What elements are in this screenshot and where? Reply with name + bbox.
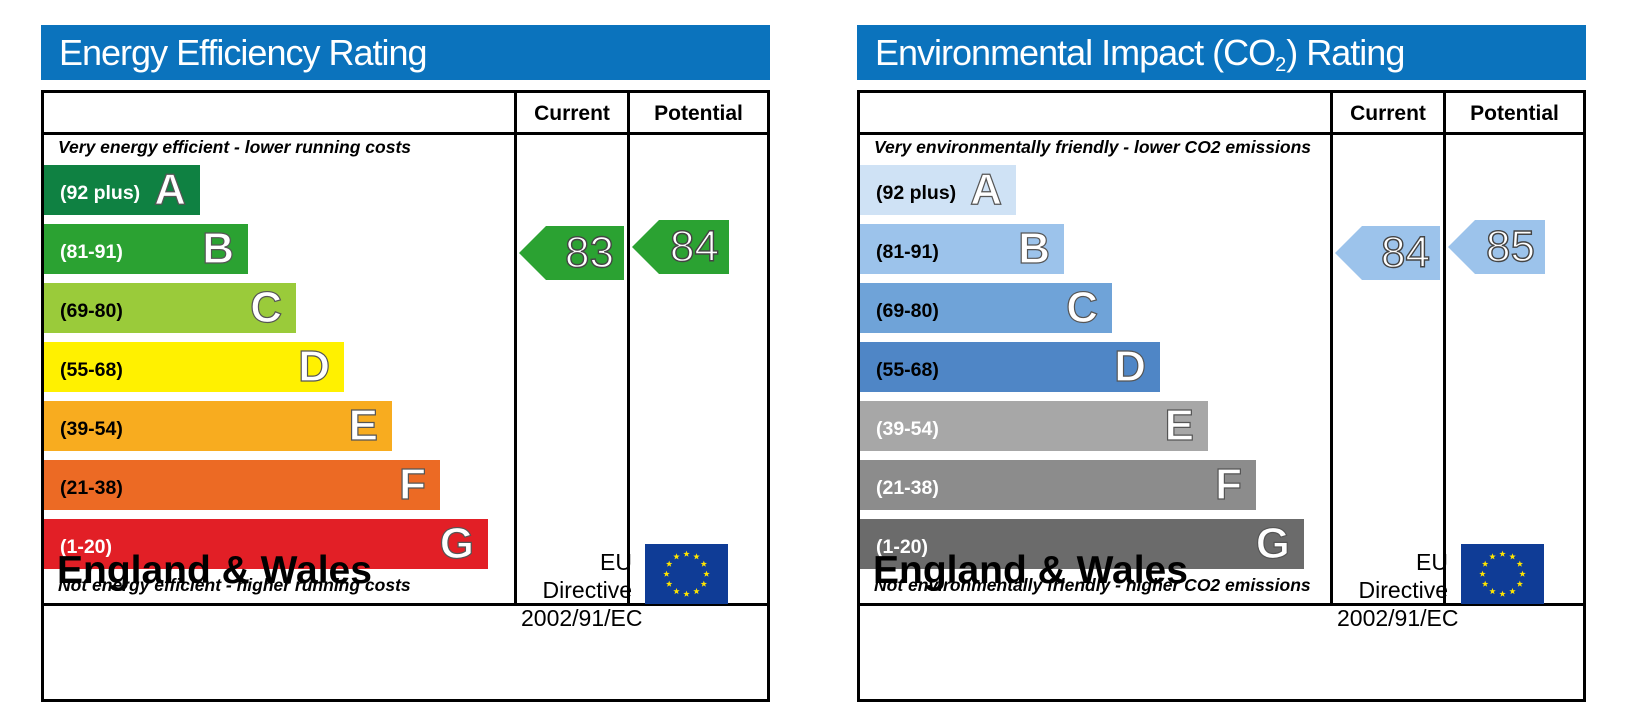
star-icon (1509, 553, 1516, 560)
chart-title: Environmental Impact (CO2) Rating (857, 25, 1586, 80)
band-range-label: (69-80) (876, 300, 939, 322)
rating-arrow-shape (519, 226, 624, 280)
band-letter: E (1164, 400, 1195, 450)
star-icon (693, 587, 700, 595)
band-a: (92 plus) A (44, 164, 200, 215)
band-c: (69-80) C (860, 282, 1112, 333)
potential-rating-value: 85 (1485, 221, 1535, 271)
band-range-label: (21-38) (876, 477, 939, 499)
band-range-label: (92 plus) (876, 182, 957, 204)
eu-flag-icon (1461, 544, 1544, 604)
star-icon (1479, 570, 1486, 577)
current-column-header: Current (534, 102, 610, 125)
band-letter: D (298, 341, 331, 391)
band-d: (55-68) D (44, 341, 344, 392)
environmental-impact-panel: Environmental Impact (CO2) Rating Curren… (857, 0, 1597, 712)
star-icon (1519, 570, 1526, 577)
star-icon (1481, 580, 1489, 587)
eu-directive-label: EU Directive 2002/91/EC (1337, 549, 1459, 631)
top-note: Very environmentally friendly - lower CO… (874, 137, 1311, 157)
star-icon (1489, 553, 1496, 560)
star-icon (1481, 560, 1489, 567)
band-a: (92 plus) A (860, 164, 1016, 215)
star-icon (673, 553, 680, 560)
band-f: (21-38) F (44, 459, 440, 510)
current-column-header: Current (1350, 102, 1426, 125)
rating-frame: Current Potential Very environmentally f… (857, 90, 1586, 702)
band-b: (81-91) B (44, 223, 248, 274)
band-range-label: (55-68) (876, 359, 939, 381)
band-letter: F (399, 459, 427, 509)
band-letter: F (1215, 459, 1243, 509)
band-letter: C (1066, 282, 1099, 332)
band-letter: G (1255, 518, 1290, 568)
star-icon (1499, 590, 1506, 597)
band-e: (39-54) E (860, 400, 1208, 451)
band-range-label: (69-80) (60, 300, 123, 322)
band-range-label: (92 plus) (60, 182, 141, 204)
potential-rating-arrow: 85 (1448, 220, 1545, 274)
rating-arrow-shape (632, 220, 729, 274)
star-icon (665, 580, 673, 587)
band-letter: C (250, 282, 283, 332)
band-letter: E (348, 400, 379, 450)
current-rating-value: 83 (564, 227, 614, 277)
band-range-label: (81-91) (60, 241, 123, 263)
star-icon (683, 550, 690, 557)
band-e: (39-54) E (44, 400, 392, 451)
band-f: (21-38) F (860, 459, 1256, 510)
band-range-label: (21-38) (60, 477, 123, 499)
potential-rating-arrow: 84 (632, 220, 729, 274)
chart-title: Energy Efficiency Rating (41, 25, 770, 80)
potential-rating-value: 84 (669, 221, 719, 271)
top-note: Very energy efficient - lower running co… (58, 137, 412, 157)
band-range-label: (1-20) (60, 536, 113, 558)
potential-column-header: Potential (654, 102, 743, 125)
bottom-note: Not energy efficient - higher running co… (58, 575, 411, 595)
band-letter: D (1114, 341, 1147, 391)
band-g: (1-20) G (44, 518, 488, 569)
star-icon (1499, 550, 1506, 557)
star-icon (665, 560, 673, 567)
country-label: England & Wales (57, 549, 372, 592)
bottom-note: Not environmentally friendly - higher CO… (874, 575, 1311, 595)
energy-efficiency-panel: Energy Efficiency Rating Current Potenti… (41, 0, 781, 712)
band-b: (81-91) B (860, 223, 1064, 274)
band-g: (1-20) G (860, 518, 1304, 569)
band-range-label: (39-54) (876, 418, 939, 440)
star-icon (700, 560, 708, 567)
band-d: (55-68) D (860, 341, 1160, 392)
potential-column-header: Potential (1470, 102, 1559, 125)
star-icon (693, 553, 700, 560)
band-range-label: (81-91) (876, 241, 939, 263)
star-icon (673, 587, 680, 595)
star-icon (683, 590, 690, 597)
band-range-label: (55-68) (60, 359, 123, 381)
star-icon (1516, 580, 1524, 587)
star-icon (700, 580, 708, 587)
band-c: (69-80) C (44, 282, 296, 333)
eu-flag-icon (645, 544, 728, 604)
star-icon (1489, 587, 1496, 595)
current-rating-arrow: 84 (1335, 226, 1440, 280)
star-icon (663, 570, 670, 577)
band-letter: B (1018, 223, 1051, 273)
band-letter: A (154, 164, 187, 214)
country-label: England & Wales (873, 549, 1188, 592)
band-letter: A (970, 164, 1003, 214)
current-rating-value: 84 (1380, 227, 1430, 277)
star-icon (1516, 560, 1524, 567)
star-icon (703, 570, 710, 577)
rating-arrow-shape (1335, 226, 1440, 280)
band-range-label: (1-20) (876, 536, 929, 558)
band-letter: G (439, 518, 474, 568)
current-rating-arrow: 83 (519, 226, 624, 280)
eu-directive-label: EU Directive 2002/91/EC (521, 549, 643, 631)
band-range-label: (39-54) (60, 418, 123, 440)
rating-arrow-shape (1448, 220, 1545, 274)
rating-frame: Current Potential Very energy efficient … (41, 90, 770, 702)
band-letter: B (202, 223, 235, 273)
star-icon (1509, 587, 1516, 595)
